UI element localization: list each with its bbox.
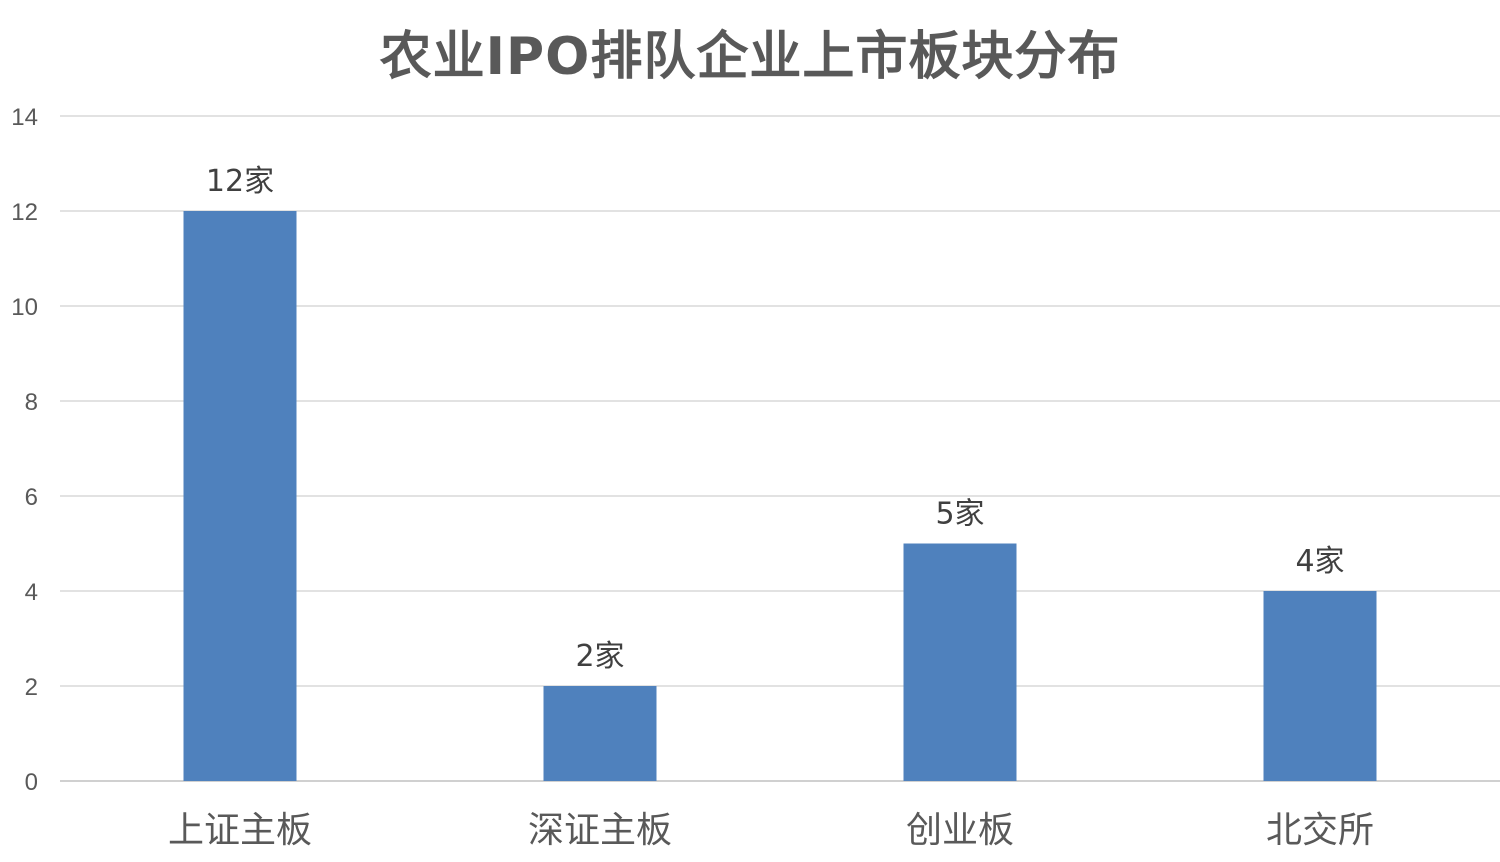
data-label: 4家 xyxy=(1295,544,1344,579)
bar-2 xyxy=(543,686,657,781)
y-tick-label: 12 xyxy=(11,199,38,226)
y-tick-label: 10 xyxy=(11,294,38,321)
bar-1 xyxy=(183,211,297,781)
bar-3 xyxy=(903,543,1017,781)
y-tick-label: 0 xyxy=(25,769,38,796)
x-category-label: 创业板 xyxy=(906,810,1014,851)
data-label: 5家 xyxy=(935,497,984,532)
y-tick-label: 2 xyxy=(25,674,38,701)
x-category-label: 上证主板 xyxy=(168,810,312,851)
data-label: 12家 xyxy=(206,164,274,199)
bar-4 xyxy=(1263,591,1377,781)
chart-title: 农业IPO排队企业上市板块分布 xyxy=(379,27,1121,87)
y-tick-label: 14 xyxy=(11,104,38,131)
data-label: 2家 xyxy=(575,639,624,674)
y-tick-label: 4 xyxy=(25,579,38,606)
x-category-label: 深证主板 xyxy=(528,810,672,851)
y-tick-label: 6 xyxy=(25,484,38,511)
x-category-label: 北交所 xyxy=(1266,810,1374,851)
y-tick-label: 8 xyxy=(25,389,38,416)
